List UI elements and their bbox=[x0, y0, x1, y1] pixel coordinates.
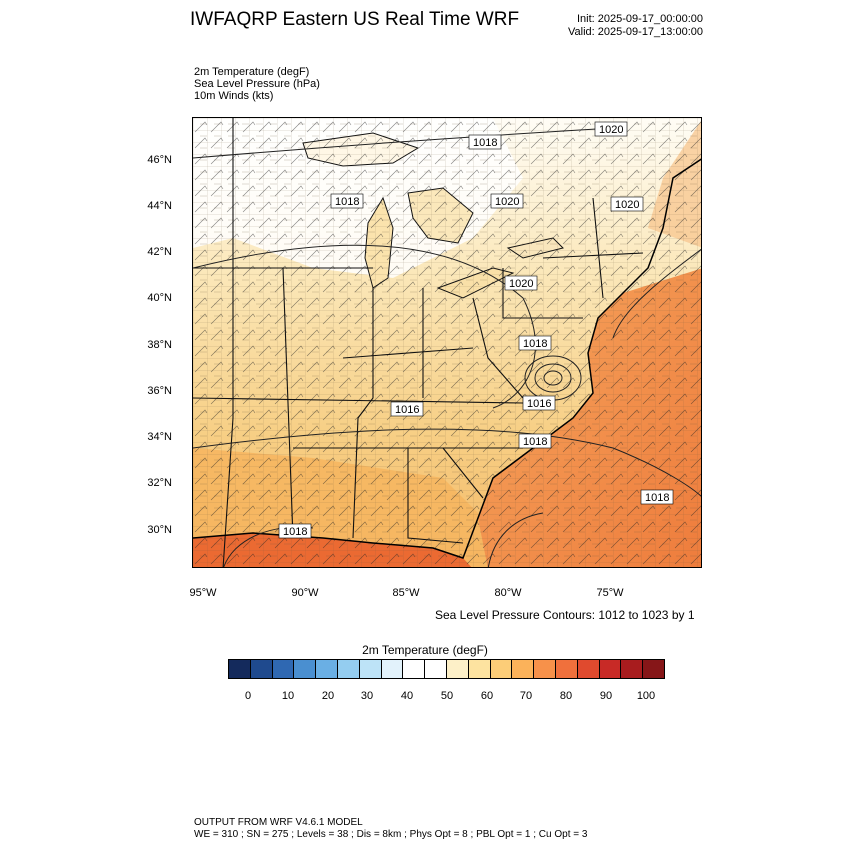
lat-label: 46°N bbox=[147, 154, 172, 166]
lon-label: 80°W bbox=[494, 587, 522, 599]
lat-label: 34°N bbox=[147, 431, 172, 443]
svg-text:1016: 1016 bbox=[527, 398, 551, 410]
colorbar-tick: 60 bbox=[480, 690, 494, 702]
lon-label: 95°W bbox=[189, 587, 217, 599]
pressure-contours bbox=[193, 127, 701, 567]
colorbar-tick: 50 bbox=[440, 690, 454, 702]
lon-label: 90°W bbox=[291, 587, 319, 599]
field-label-winds: 10m Winds (kts) bbox=[194, 90, 274, 102]
pressure-label: 1020 bbox=[490, 193, 524, 209]
colorbar-title: 2m Temperature (degF) bbox=[362, 643, 488, 657]
colorbar-cell bbox=[425, 660, 447, 678]
field-label-temperature: 2m Temperature (degF) bbox=[194, 66, 310, 78]
colorbar-cell bbox=[555, 660, 578, 678]
colorbar-cell bbox=[446, 660, 469, 678]
map-canvas: 1018 1020 1018 1020 1020 1020 1018 1016 … bbox=[193, 118, 701, 567]
colorbar-cell bbox=[599, 660, 622, 678]
svg-text:1020: 1020 bbox=[615, 199, 639, 211]
pressure-label: 1018 bbox=[468, 134, 502, 150]
pressure-labels: 1018 1020 1018 1020 1020 1020 1018 1016 … bbox=[278, 121, 674, 539]
lat-label: 36°N bbox=[147, 385, 172, 397]
pressure-label: 1016 bbox=[390, 401, 424, 417]
plot-title: IWFAQRP Eastern US Real Time WRF bbox=[190, 9, 520, 30]
svg-text:1020: 1020 bbox=[495, 196, 519, 208]
lat-label: 38°N bbox=[147, 339, 172, 351]
pressure-label: 1018 bbox=[518, 433, 552, 449]
svg-text:1016: 1016 bbox=[395, 404, 419, 416]
colorbar-tick: 10 bbox=[281, 690, 295, 702]
lat-label: 42°N bbox=[147, 246, 172, 258]
pressure-label: 1020 bbox=[610, 196, 644, 212]
pressure-label: 1016 bbox=[522, 395, 556, 411]
state-boundaries bbox=[193, 118, 644, 567]
lon-label: 75°W bbox=[596, 587, 624, 599]
svg-text:1018: 1018 bbox=[335, 196, 359, 208]
colorbar-cell bbox=[534, 660, 556, 678]
colorbar-tick: 80 bbox=[559, 690, 573, 702]
pressure-label: 1018 bbox=[640, 489, 674, 505]
valid-time: Valid: 2025-09-17_13:00:00 bbox=[568, 26, 703, 38]
colorbar-cell bbox=[294, 660, 317, 678]
init-valid-times: Init: 2025-09-17_00:00:00 Valid: 2025-09… bbox=[560, 13, 703, 39]
colorbar-cell bbox=[337, 660, 360, 678]
colorbar-cell bbox=[468, 660, 491, 678]
lat-label: 40°N bbox=[147, 292, 172, 304]
colorbar-cell bbox=[272, 660, 295, 678]
colorbar-tick: 100 bbox=[636, 690, 656, 702]
colorbar-tick: 30 bbox=[360, 690, 374, 702]
init-time: Init: 2025-09-17_00:00:00 bbox=[577, 13, 703, 25]
pressure-label: 1018 bbox=[518, 335, 552, 351]
colorbar-tick: 70 bbox=[519, 690, 533, 702]
svg-text:1020: 1020 bbox=[509, 278, 533, 290]
colorbar-cell bbox=[403, 660, 426, 678]
lat-label: 32°N bbox=[147, 477, 172, 489]
colorbar-tick: 20 bbox=[321, 690, 335, 702]
weather-map: 1018 1020 1018 1020 1020 1020 1018 1016 … bbox=[192, 117, 702, 568]
coastline bbox=[193, 158, 701, 559]
pressure-label: 1018 bbox=[278, 523, 312, 539]
svg-text:1018: 1018 bbox=[283, 526, 307, 538]
pressure-label: 1018 bbox=[330, 193, 364, 209]
svg-text:1018: 1018 bbox=[645, 492, 669, 504]
lat-label: 44°N bbox=[147, 200, 172, 212]
wind-barbs bbox=[193, 118, 701, 567]
colorbar-cell bbox=[250, 660, 273, 678]
svg-text:1018: 1018 bbox=[473, 137, 497, 149]
svg-text:1018: 1018 bbox=[523, 338, 547, 350]
lon-label: 85°W bbox=[392, 587, 420, 599]
pressure-label: 1020 bbox=[504, 275, 538, 291]
colorbar-cell bbox=[512, 660, 535, 678]
colorbar-cell bbox=[621, 660, 644, 678]
colorbar-cell bbox=[643, 660, 664, 678]
colorbar-cell bbox=[316, 660, 338, 678]
svg-text:1018: 1018 bbox=[523, 436, 547, 448]
colorbar-cell bbox=[381, 660, 404, 678]
pressure-label: 1020 bbox=[594, 121, 628, 137]
colorbar-cell bbox=[577, 660, 600, 678]
colorbar-cell bbox=[490, 660, 513, 678]
colorbar-tick: 90 bbox=[599, 690, 613, 702]
colorbar-cell bbox=[359, 660, 382, 678]
svg-text:1020: 1020 bbox=[599, 124, 623, 136]
contour-note: Sea Level Pressure Contours: 1012 to 102… bbox=[435, 608, 695, 622]
temperature-colorbar bbox=[228, 659, 665, 679]
colorbar-tick: 0 bbox=[244, 690, 252, 702]
lat-label: 30°N bbox=[147, 524, 172, 536]
footer-model: OUTPUT FROM WRF V4.6.1 MODEL bbox=[194, 817, 363, 828]
footer-params: WE = 310 ; SN = 275 ; Levels = 38 ; Dis … bbox=[194, 829, 588, 840]
colorbar-tick: 40 bbox=[400, 690, 414, 702]
colorbar-cell bbox=[229, 660, 251, 678]
field-label-pressure: Sea Level Pressure (hPa) bbox=[194, 78, 320, 90]
